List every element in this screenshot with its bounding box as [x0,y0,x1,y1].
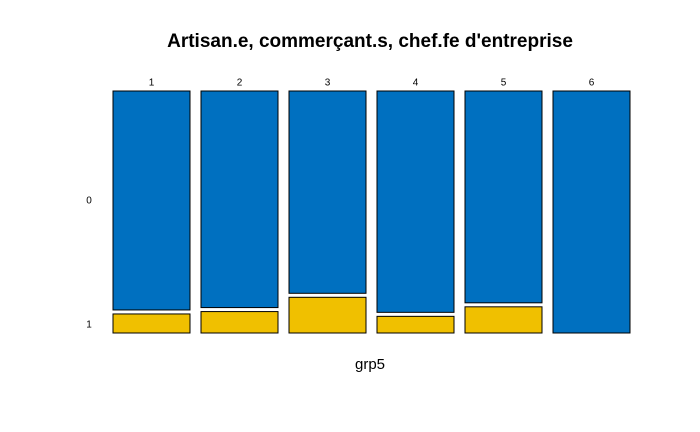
mosaic-tile [200,311,279,334]
mosaic-tile [464,306,543,334]
mosaic-tile [376,90,455,313]
x-category-label: 3 [325,78,331,89]
mosaic-tile [200,90,279,309]
x-category-label: 1 [149,78,155,89]
mosaic-tile [112,313,191,334]
mosaic-tile [288,90,367,294]
y-category-label: 0 [86,196,92,207]
mosaic-tile [112,90,191,311]
mosaic-tile [464,90,543,304]
y-category-label: 1 [86,320,92,331]
mosaic-tile [552,90,631,334]
chart-title: Artisan.e, commerçant.s, chef.fe d'entre… [167,31,573,52]
x-axis-label: grp5 [355,356,385,373]
x-category-label: 6 [589,78,595,89]
x-category-label: 4 [413,78,419,89]
x-category-label: 5 [501,78,507,89]
mosaic-tile [376,315,455,334]
mosaic-tile [288,296,367,334]
x-category-label: 2 [237,78,243,89]
